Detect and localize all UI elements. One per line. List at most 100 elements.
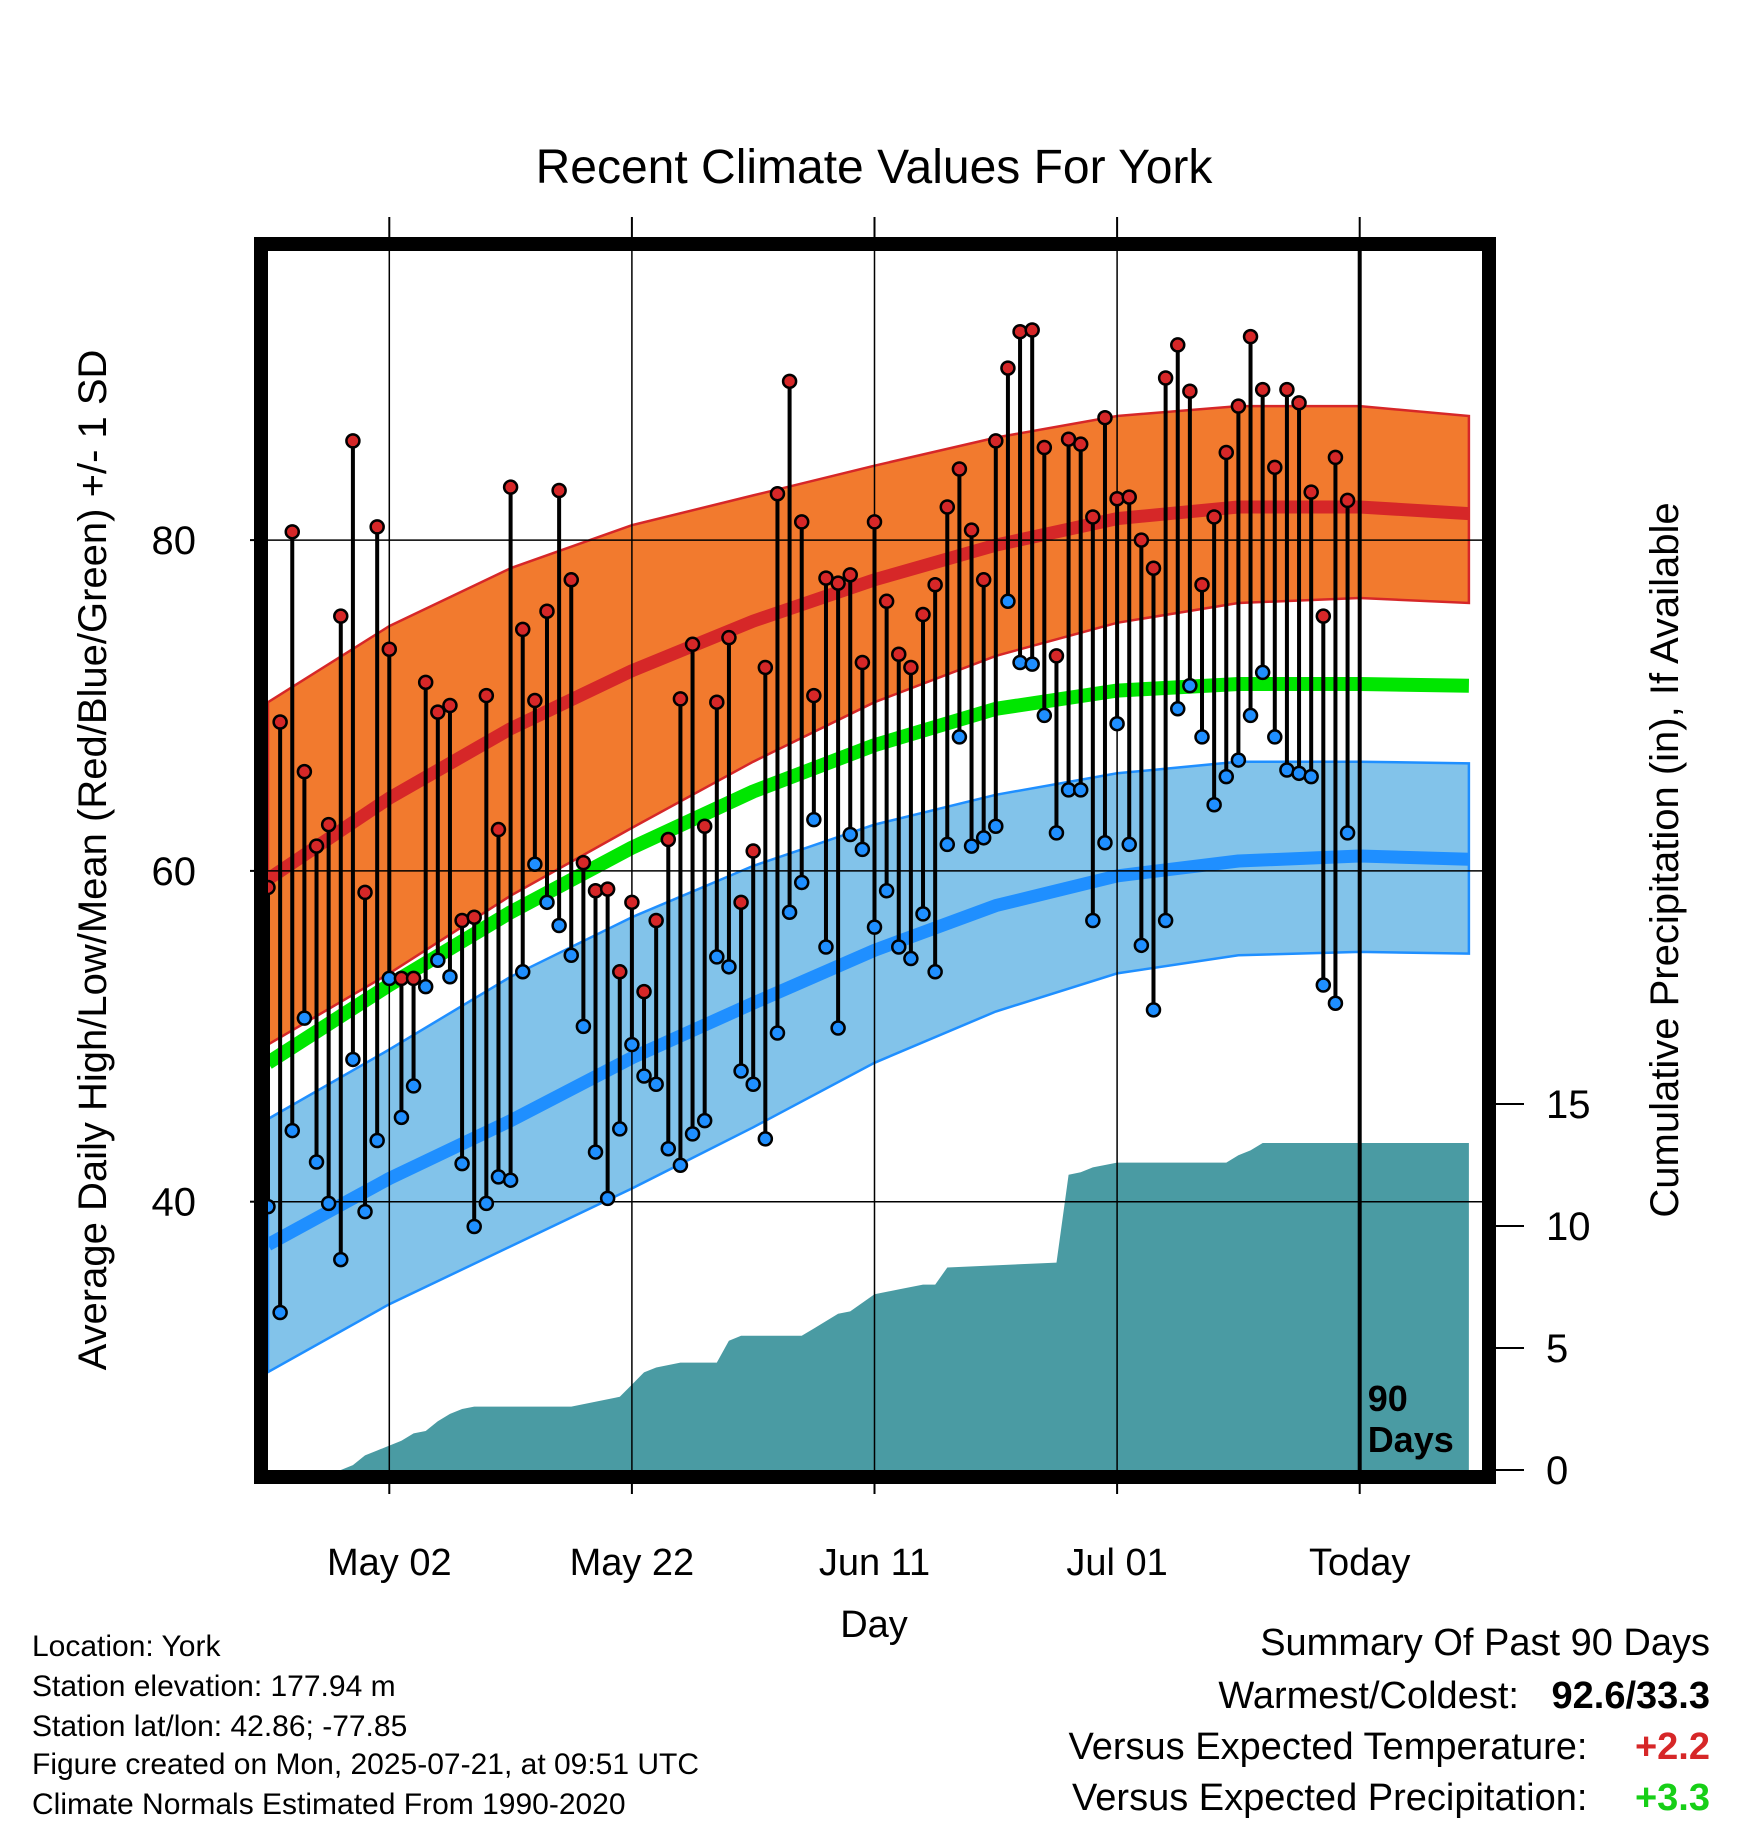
high-point — [793, 514, 810, 530]
low-point — [539, 894, 555, 911]
low-point — [575, 1018, 592, 1035]
low-point — [284, 1122, 301, 1139]
high-point — [1157, 370, 1174, 386]
low-point — [733, 1063, 749, 1079]
low-point — [636, 1068, 652, 1084]
high-point — [1279, 381, 1295, 398]
info-normals: Climate Normals Estimated From 1990-2020 — [32, 1788, 626, 1821]
low-point — [696, 1112, 713, 1129]
low-point — [781, 904, 798, 920]
low-point — [745, 1076, 761, 1093]
high-point — [963, 522, 980, 538]
high-point — [345, 433, 361, 449]
high-point — [624, 894, 640, 911]
low-point — [563, 947, 579, 964]
high-point — [1048, 648, 1065, 664]
low-point — [939, 836, 956, 853]
low-point — [878, 882, 895, 899]
summary-warm-cold-label: Warmest/Coldest: — [1218, 1675, 1519, 1717]
high-point — [1303, 484, 1319, 500]
high-point — [478, 687, 495, 704]
high-point — [527, 692, 543, 709]
low-point — [1012, 654, 1028, 671]
high-point — [672, 691, 689, 707]
info-created: Figure created on Mon, 2025-07-21, at 09… — [32, 1748, 700, 1781]
low-point — [1000, 593, 1016, 610]
high-point — [696, 818, 713, 834]
low-point — [1133, 937, 1150, 954]
high-point — [284, 524, 301, 540]
high-point — [1085, 509, 1101, 525]
low-point — [1121, 836, 1137, 853]
low-point — [975, 830, 992, 846]
high-point — [333, 608, 349, 624]
high-point — [745, 843, 761, 859]
summary-precip-label: Versus Expected Precipitation: — [1072, 1777, 1588, 1819]
high-point — [1109, 491, 1125, 507]
y-tick-label: 80 — [152, 519, 197, 563]
low-point — [430, 952, 446, 968]
low-point — [551, 917, 567, 934]
high-point — [1072, 436, 1089, 452]
low-point — [1036, 707, 1053, 724]
low-point — [951, 729, 968, 745]
low-point — [988, 818, 1004, 834]
low-point — [272, 1304, 288, 1321]
summary-precip: Versus Expected Precipitation: +3.3 — [1072, 1777, 1710, 1820]
y2-tick-label: 5 — [1546, 1327, 1568, 1371]
low-point — [1315, 977, 1332, 993]
high-point — [539, 603, 555, 619]
high-point — [430, 704, 446, 720]
high-point — [612, 964, 628, 980]
info-latlon: Station lat/lon: 42.86; -77.85 — [32, 1710, 408, 1743]
summary-warm-cold-value: 92.6/33.3 — [1551, 1675, 1710, 1717]
high-point — [1121, 489, 1137, 505]
high-point — [939, 499, 956, 515]
low-point — [393, 1109, 410, 1126]
high-point — [636, 983, 652, 1000]
high-point — [320, 816, 337, 833]
x-axis-label: Day — [840, 1604, 908, 1646]
high-point — [1182, 383, 1198, 399]
high-point — [442, 697, 458, 714]
low-point — [502, 1172, 519, 1188]
summary-temp-value: +2.2 — [1634, 1726, 1710, 1768]
summary-warm-cold: Warmest/Coldest: 92.6/33.3 — [1218, 1675, 1710, 1718]
today-label-line2: Days — [1368, 1419, 1454, 1460]
high-point — [1254, 381, 1271, 398]
chart-title: Recent Climate Values For York — [536, 141, 1214, 194]
low-point — [1303, 768, 1319, 785]
low-point — [1230, 752, 1247, 768]
high-point — [1242, 328, 1259, 345]
low-point — [478, 1195, 495, 1212]
high-point — [781, 373, 798, 390]
high-point — [357, 884, 373, 901]
high-point — [988, 433, 1004, 449]
low-point — [514, 964, 531, 980]
low-point — [369, 1132, 385, 1149]
low-point — [684, 1126, 701, 1142]
high-point — [575, 854, 592, 871]
plot-area — [268, 251, 1482, 1470]
high-point — [866, 514, 883, 530]
low-point — [405, 1078, 422, 1094]
precip-area — [268, 1143, 1469, 1470]
low-point — [612, 1121, 628, 1137]
info-location: Location: York — [32, 1630, 221, 1663]
low-point — [842, 826, 858, 843]
low-point — [1242, 707, 1259, 724]
low-point — [757, 1131, 774, 1147]
low-point — [769, 1025, 786, 1041]
high-point — [951, 461, 968, 477]
low-point — [1267, 729, 1283, 745]
y-tick-label: 40 — [152, 1181, 197, 1225]
high-point — [806, 687, 822, 704]
high-point — [660, 831, 677, 848]
low-point — [927, 964, 943, 980]
high-point — [490, 821, 507, 838]
low-point — [308, 1154, 325, 1170]
low-point — [891, 939, 907, 955]
high-point — [854, 654, 871, 671]
high-point — [296, 763, 313, 780]
y-tick-label: 60 — [152, 850, 197, 894]
